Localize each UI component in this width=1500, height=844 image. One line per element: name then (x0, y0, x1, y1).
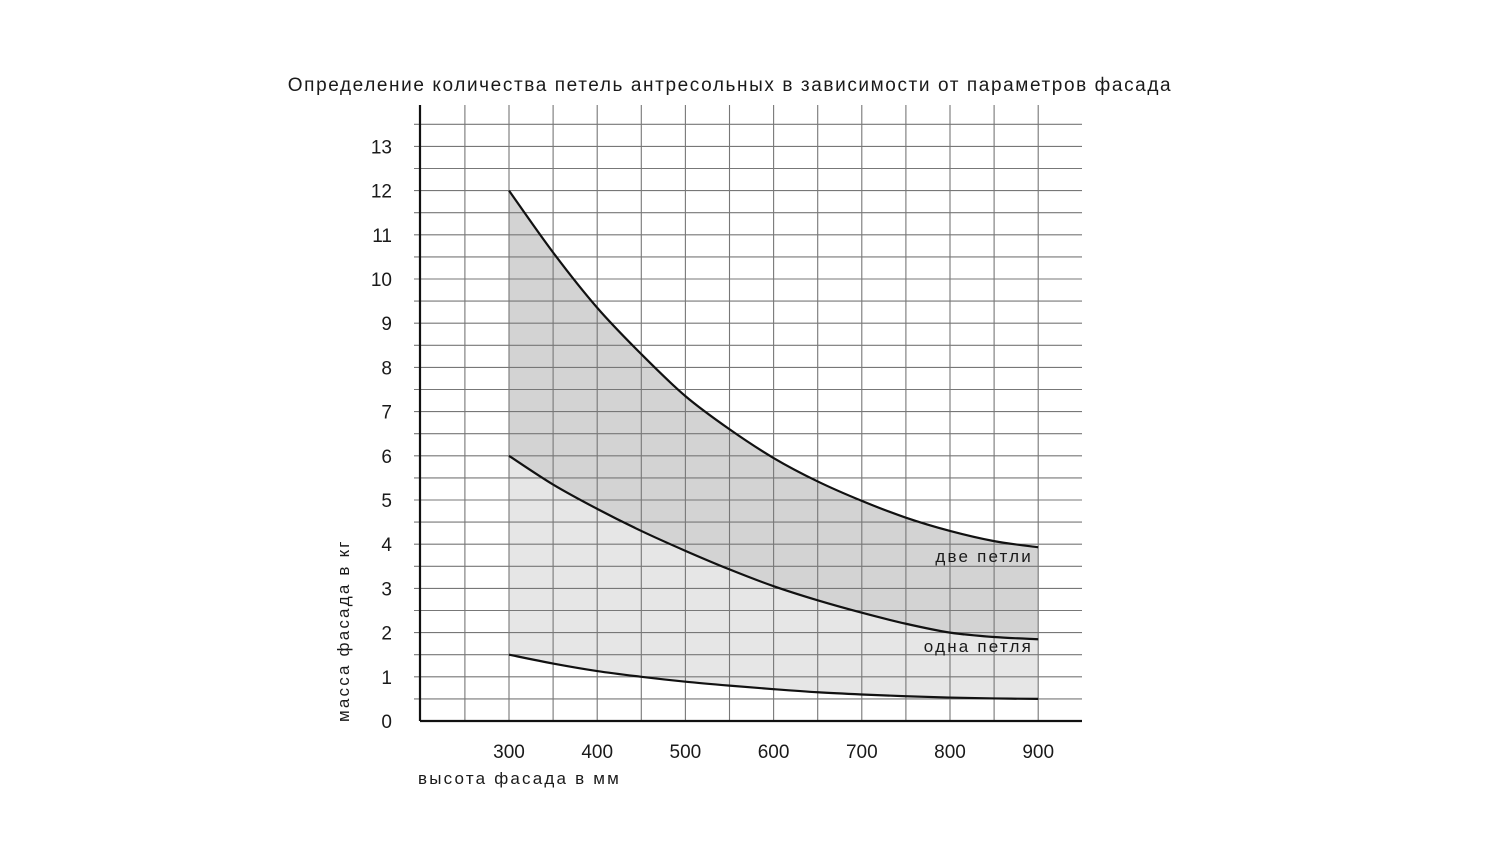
region-label-2: две петли (935, 547, 1033, 566)
x-tick-label: 600 (758, 742, 790, 763)
y-tick-label: 13 (371, 137, 392, 158)
curves (508, 189, 1039, 700)
curve-2 (508, 454, 1039, 641)
y-tick-label: 1 (381, 668, 392, 689)
y-tick-label: 8 (381, 358, 392, 379)
y-tick-label: 2 (381, 624, 392, 645)
y-tick-label: 11 (372, 226, 392, 247)
x-tick-labels: 300 400 500 600 700 800 900 (493, 742, 1054, 763)
y-tick-label: 5 (381, 491, 392, 512)
axes (418, 105, 1082, 723)
x-tick-label: 800 (934, 742, 966, 763)
x-tick-label: 900 (1022, 742, 1054, 763)
x-tick-label: 400 (581, 742, 613, 763)
y-tick-label: 6 (381, 447, 392, 468)
y-tick-label: 9 (381, 314, 392, 335)
grid (414, 105, 1082, 721)
region-labels: одна петля две петли (924, 547, 1033, 656)
y-tick-label: 7 (381, 403, 392, 424)
y-tick-label: 3 (381, 579, 392, 600)
x-axis-label: высота фасада в мм (418, 769, 621, 788)
x-tick-label: 700 (846, 742, 878, 763)
chart-title: Определение количества петель антресольн… (288, 75, 1172, 96)
y-tick-label: 10 (371, 270, 392, 291)
y-axis-label: масса фасада в кг (334, 539, 353, 722)
y-tick-label: 12 (371, 182, 392, 203)
y-tick-label: 0 (381, 712, 392, 733)
y-tick-label: 4 (381, 535, 392, 556)
curve-1 (508, 653, 1039, 700)
region-label-1: одна петля (924, 637, 1033, 656)
x-tick-label: 300 (493, 742, 525, 763)
x-tick-label: 500 (670, 742, 702, 763)
curve-3 (508, 189, 1039, 549)
